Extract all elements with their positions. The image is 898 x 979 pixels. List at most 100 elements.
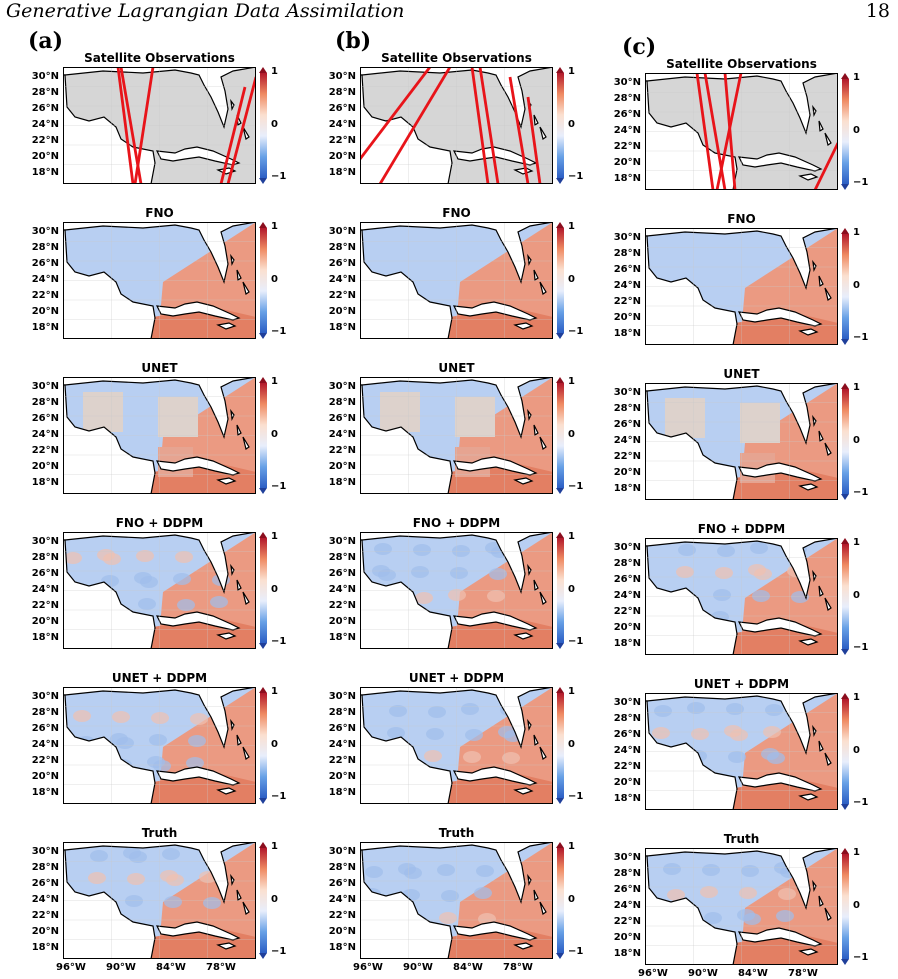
lat-tick-label: 22°N <box>31 755 59 766</box>
lat-tick-label: 30°N <box>328 536 356 547</box>
lat-tick-label: 18°N <box>613 328 641 339</box>
lat-tick-label: 26°N <box>328 413 356 424</box>
map-panel-1-5 <box>360 842 553 959</box>
lon-tick-label: 96°W <box>56 962 86 973</box>
lat-tick-label: 26°N <box>613 729 641 740</box>
map-panel-0-5 <box>63 842 256 959</box>
lat-tick-label: 28°N <box>613 713 641 724</box>
colorbar-tick-mid: 0 <box>271 893 278 905</box>
lon-tick-label: 84°W <box>156 962 186 973</box>
panel-title-1-5: Truth <box>438 826 475 840</box>
lon-tick-label: 96°W <box>638 968 668 979</box>
lat-tick-label: 26°N <box>613 574 641 585</box>
lat-tick-label: 30°N <box>613 697 641 708</box>
colorbar-tick-mid: 0 <box>271 428 278 440</box>
lat-tick-label: 30°N <box>328 71 356 82</box>
lon-tick-label: 90°W <box>688 968 718 979</box>
colorbar <box>259 842 267 959</box>
lat-tick-label: 26°N <box>31 413 59 424</box>
lat-tick-label: 18°N <box>31 322 59 333</box>
lat-tick-label: 26°N <box>328 103 356 114</box>
lat-tick-label: 28°N <box>328 242 356 253</box>
lat-tick-label: 22°N <box>328 600 356 611</box>
colorbar <box>841 538 849 655</box>
colorbar-tick-mid: 0 <box>568 428 575 440</box>
colorbar-tick-max: 1 <box>568 531 575 542</box>
lat-tick-label: 18°N <box>328 787 356 798</box>
lat-tick-label: 30°N <box>328 226 356 237</box>
lat-tick-label: 28°N <box>328 552 356 563</box>
colorbar-tick-min: −1 <box>568 636 584 647</box>
lat-tick-label: 22°N <box>31 600 59 611</box>
colorbar-tick-min: −1 <box>568 791 584 802</box>
colorbar <box>259 377 267 494</box>
map-panel-2-1 <box>645 228 838 345</box>
panel-title-2-4: UNET + DDPM <box>693 677 790 691</box>
lat-tick-label: 20°N <box>328 461 356 472</box>
colorbar-tick-max: 1 <box>853 382 860 393</box>
lat-tick-label: 22°N <box>328 135 356 146</box>
lat-tick-label: 22°N <box>328 290 356 301</box>
panel-title-1-4: UNET + DDPM <box>408 671 505 685</box>
colorbar-tick-min: −1 <box>271 171 287 182</box>
lat-tick-label: 24°N <box>31 119 59 130</box>
map-panel-0-4 <box>63 687 256 804</box>
colorbar-tick-mid: 0 <box>271 738 278 750</box>
lat-tick-label: 22°N <box>613 606 641 617</box>
colorbar <box>841 228 849 345</box>
lat-tick-label: 26°N <box>31 723 59 734</box>
lon-tick-label: 90°W <box>106 962 136 973</box>
map-panel-2-3 <box>645 538 838 655</box>
lat-tick-label: 28°N <box>613 93 641 104</box>
column-label-b: (b) <box>335 28 372 54</box>
map-panel-1-1 <box>360 222 553 339</box>
colorbar-tick-min: −1 <box>853 332 869 343</box>
lat-tick-label: 22°N <box>31 135 59 146</box>
colorbar-tick-max: 1 <box>568 66 575 77</box>
colorbar-tick-min: −1 <box>271 946 287 957</box>
lat-tick-label: 30°N <box>328 381 356 392</box>
colorbar-tick-min: −1 <box>568 946 584 957</box>
lat-tick-label: 18°N <box>328 942 356 953</box>
colorbar-tick-mid: 0 <box>271 273 278 285</box>
lat-tick-label: 24°N <box>31 584 59 595</box>
lat-tick-label: 18°N <box>613 948 641 959</box>
lat-tick-label: 22°N <box>328 755 356 766</box>
panel-title-2-0: Satellite Observations <box>666 57 817 71</box>
lat-tick-label: 30°N <box>31 691 59 702</box>
lat-tick-label: 30°N <box>613 77 641 88</box>
lat-tick-label: 26°N <box>31 878 59 889</box>
map-panel-1-2 <box>360 377 553 494</box>
map-panel-2-2 <box>645 383 838 500</box>
lat-tick-label: 20°N <box>31 461 59 472</box>
colorbar-tick-max: 1 <box>853 72 860 83</box>
running-title: Generative Lagrangian Data Assimilation <box>6 0 405 22</box>
lat-tick-label: 30°N <box>328 691 356 702</box>
lat-tick-label: 28°N <box>31 862 59 873</box>
colorbar-tick-max: 1 <box>853 537 860 548</box>
lon-tick-label: 84°W <box>738 968 768 979</box>
lat-tick-label: 20°N <box>31 771 59 782</box>
panel-title-2-1: FNO <box>727 212 756 226</box>
lat-tick-label: 20°N <box>613 312 641 323</box>
lat-tick-label: 22°N <box>613 451 641 462</box>
lat-tick-label: 26°N <box>613 109 641 120</box>
lat-tick-label: 28°N <box>31 397 59 408</box>
map-panel-1-0 <box>360 67 553 184</box>
lon-tick-label: 84°W <box>453 962 483 973</box>
colorbar <box>556 532 564 649</box>
colorbar-tick-max: 1 <box>271 376 278 387</box>
colorbar-tick-min: −1 <box>271 326 287 337</box>
lat-tick-label: 30°N <box>613 852 641 863</box>
colorbar <box>259 222 267 339</box>
colorbar-tick-mid: 0 <box>568 273 575 285</box>
colorbar-tick-mid: 0 <box>853 899 860 911</box>
lat-tick-label: 24°N <box>613 900 641 911</box>
lat-tick-label: 30°N <box>328 846 356 857</box>
lat-tick-label: 28°N <box>31 242 59 253</box>
lat-tick-label: 28°N <box>613 248 641 259</box>
panel-title-2-3: FNO + DDPM <box>697 522 786 536</box>
colorbar <box>556 67 564 184</box>
map-panel-2-0 <box>645 73 838 190</box>
